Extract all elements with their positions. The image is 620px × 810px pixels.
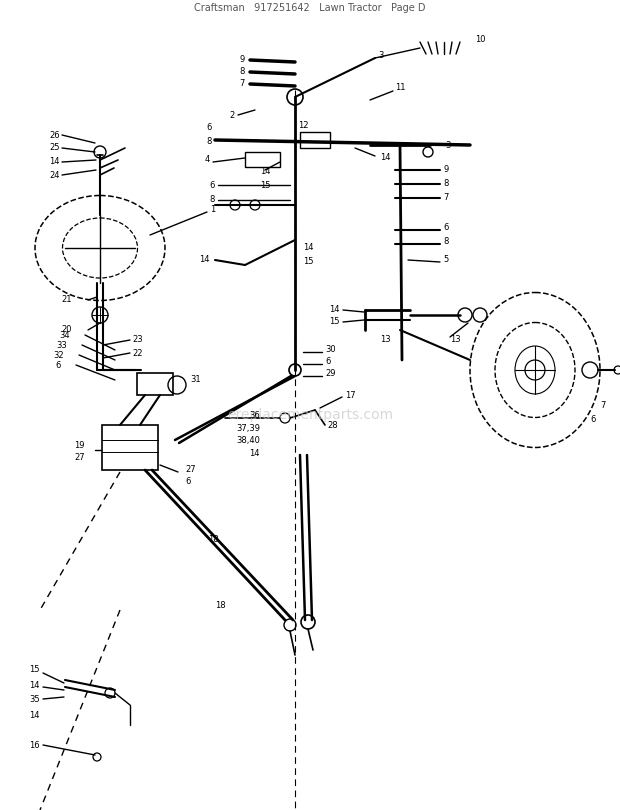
- Bar: [102, 425, 158, 470]
- Text: 10: 10: [475, 36, 485, 45]
- Text: 20: 20: [61, 326, 72, 335]
- Text: 37,39: 37,39: [236, 424, 260, 433]
- Text: 35: 35: [29, 696, 40, 705]
- Text: 14: 14: [329, 305, 340, 314]
- Text: 18: 18: [208, 535, 219, 544]
- Text: 21: 21: [61, 296, 72, 305]
- Text: 12: 12: [298, 121, 309, 130]
- Text: 6: 6: [443, 224, 448, 232]
- Text: ereplacementparts.com: ereplacementparts.com: [227, 408, 393, 422]
- Text: 28: 28: [327, 420, 338, 429]
- Text: 8: 8: [206, 138, 212, 147]
- Text: 13: 13: [450, 335, 461, 344]
- Text: 17: 17: [345, 390, 356, 399]
- Text: 30: 30: [325, 346, 335, 355]
- Text: 14: 14: [303, 244, 314, 253]
- Text: 19: 19: [74, 441, 85, 450]
- Text: 18: 18: [215, 600, 226, 609]
- Text: 7: 7: [239, 79, 245, 88]
- Text: 14: 14: [249, 450, 260, 458]
- Text: 27: 27: [74, 454, 85, 463]
- Text: 6: 6: [590, 416, 595, 424]
- Text: 26: 26: [50, 130, 60, 139]
- Text: 14: 14: [50, 157, 60, 167]
- Text: 29: 29: [325, 369, 335, 378]
- Text: 8: 8: [210, 195, 215, 204]
- Text: 38,40: 38,40: [236, 437, 260, 446]
- Bar: [245, 152, 280, 167]
- Text: 13: 13: [380, 335, 391, 344]
- Text: 15: 15: [30, 666, 40, 675]
- Text: 23: 23: [132, 335, 143, 344]
- Text: 7: 7: [443, 194, 448, 202]
- Text: 25: 25: [50, 143, 60, 152]
- Text: 3: 3: [378, 52, 383, 61]
- Text: 15: 15: [260, 181, 270, 190]
- Text: 9: 9: [443, 165, 448, 174]
- Text: 14: 14: [30, 680, 40, 689]
- Text: 5: 5: [443, 255, 448, 265]
- Text: 14: 14: [380, 154, 391, 163]
- Text: 11: 11: [395, 83, 405, 92]
- Text: 6: 6: [56, 360, 61, 369]
- Text: 8: 8: [239, 67, 245, 76]
- Text: 36: 36: [249, 411, 260, 420]
- Bar: [300, 132, 330, 148]
- Text: 9: 9: [240, 56, 245, 65]
- Bar: [137, 373, 173, 395]
- Text: 8: 8: [443, 180, 448, 189]
- Text: 15: 15: [303, 258, 314, 266]
- Text: 6: 6: [206, 123, 212, 133]
- Text: 14: 14: [200, 255, 210, 265]
- Text: 2: 2: [230, 110, 235, 120]
- Text: 4: 4: [205, 156, 210, 164]
- Text: 27: 27: [185, 466, 196, 475]
- Text: 6: 6: [325, 357, 330, 366]
- Text: 6: 6: [185, 478, 190, 487]
- Text: 33: 33: [56, 340, 67, 349]
- Text: 16: 16: [29, 740, 40, 749]
- Text: 24: 24: [50, 170, 60, 180]
- Text: 31: 31: [190, 376, 201, 385]
- Text: 32: 32: [53, 351, 64, 360]
- Text: 3: 3: [445, 140, 450, 150]
- Text: 7: 7: [600, 400, 605, 410]
- Text: 15: 15: [329, 318, 340, 326]
- Text: 14: 14: [30, 710, 40, 719]
- Text: 14: 14: [260, 168, 270, 177]
- Text: 6: 6: [210, 181, 215, 190]
- Text: 22: 22: [132, 348, 143, 357]
- Text: 34: 34: [60, 330, 70, 339]
- Text: Craftsman   917251642   Lawn Tractor   Page D: Craftsman 917251642 Lawn Tractor Page D: [194, 3, 426, 13]
- Text: 8: 8: [443, 237, 448, 246]
- Text: 1: 1: [210, 206, 215, 215]
